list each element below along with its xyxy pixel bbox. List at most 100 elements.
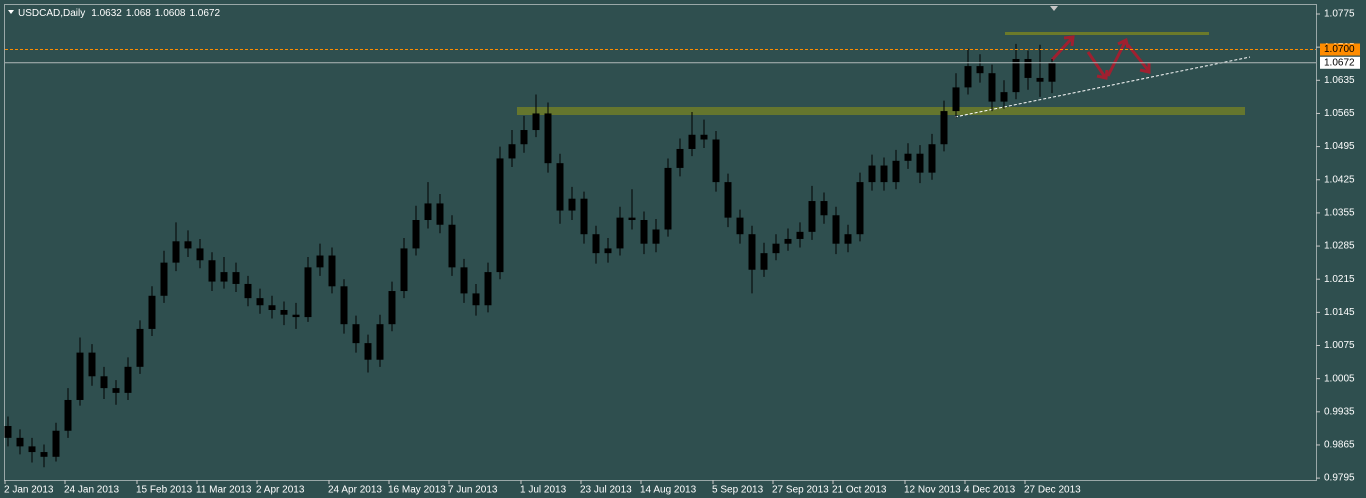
candle-body xyxy=(484,272,492,306)
candles xyxy=(4,43,1056,468)
candle-body xyxy=(136,328,144,367)
y-tick-label: 1.0775 xyxy=(1324,9,1355,20)
candle-body xyxy=(604,248,612,254)
candle-body xyxy=(16,437,24,447)
candle-body xyxy=(880,165,888,183)
candle-body xyxy=(1048,62,1056,82)
y-tick-label: 0.9865 xyxy=(1324,440,1355,451)
candle-body xyxy=(148,295,156,329)
candle-body xyxy=(388,291,396,325)
candle-body xyxy=(1024,58,1032,78)
candle-body xyxy=(196,248,204,261)
candle-body xyxy=(868,165,876,183)
candle-body xyxy=(328,255,336,287)
high-value: 1.068 xyxy=(126,8,151,19)
candle-body xyxy=(688,134,696,149)
candle-body xyxy=(508,144,516,159)
x-tick-label: 2 Jan 2013 xyxy=(4,485,54,496)
candle-body xyxy=(676,148,684,168)
candle-body xyxy=(820,201,828,216)
x-tick-label: 12 Nov 2013 xyxy=(904,485,961,496)
y-tick-label: 1.0005 xyxy=(1324,373,1355,384)
x-tick-label: 27 Dec 2013 xyxy=(1024,485,1081,496)
candle-body xyxy=(544,113,552,164)
candle-body xyxy=(940,111,948,145)
candle-body xyxy=(172,241,180,263)
y-tick-label: 0.9795 xyxy=(1324,473,1355,484)
candle-body xyxy=(340,286,348,325)
y-tick-label: 1.0145 xyxy=(1324,307,1355,318)
candle-body xyxy=(100,376,108,389)
candle-body xyxy=(532,113,540,131)
candle-body xyxy=(400,248,408,292)
candle-body xyxy=(232,272,240,284)
forecast-arrows xyxy=(1050,35,1151,80)
open-value: 1.0632 xyxy=(91,8,122,19)
y-tick-label: 1.0285 xyxy=(1324,241,1355,252)
candle-body xyxy=(700,134,708,140)
support-zone xyxy=(517,107,1245,115)
candle-body xyxy=(460,267,468,294)
y-tick-label: 1.0215 xyxy=(1324,274,1355,285)
y-tick-label: 0.9935 xyxy=(1324,406,1355,417)
candle-body xyxy=(796,231,804,239)
candle-body xyxy=(1036,77,1044,82)
candle-body xyxy=(244,283,252,299)
candle-body xyxy=(1000,92,1008,102)
candle-body xyxy=(436,203,444,225)
y-tick-label: 1.0565 xyxy=(1324,108,1355,119)
candle-body xyxy=(520,130,528,145)
y-tick-label: 1.0495 xyxy=(1324,141,1355,152)
x-tick-label: 27 Sep 2013 xyxy=(772,485,829,496)
candle-body xyxy=(580,198,588,235)
level-label: 1.0700 xyxy=(1324,44,1355,55)
candle-body xyxy=(52,430,60,457)
candle-body xyxy=(592,234,600,254)
header: USDCAD,Daily 1.0632 1.068 1.0608 1.0672 xyxy=(18,8,220,19)
x-tick-label: 5 Sep 2013 xyxy=(712,485,764,496)
candle-body xyxy=(904,153,912,161)
resistance-zone xyxy=(1005,32,1209,35)
candle-body xyxy=(964,66,972,88)
candle-body xyxy=(316,255,324,268)
candle-body xyxy=(256,298,264,306)
x-tick-label: 1 Jul 2013 xyxy=(520,485,567,496)
candle-body xyxy=(856,182,864,235)
x-tick-label: 15 Feb 2013 xyxy=(136,485,193,496)
candle-body xyxy=(40,452,48,457)
candle-body xyxy=(160,262,168,296)
x-tick-label: 7 Jun 2013 xyxy=(448,485,498,496)
candle-body xyxy=(916,153,924,173)
candle-body xyxy=(472,293,480,306)
candle-body xyxy=(760,253,768,270)
candle-body xyxy=(988,73,996,102)
close-value: 1.0672 xyxy=(189,8,220,19)
candle-body xyxy=(640,220,648,244)
x-tick-label: 23 Jul 2013 xyxy=(580,485,632,496)
x-tick-label: 24 Jan 2013 xyxy=(64,485,119,496)
candle-body xyxy=(376,324,384,360)
candle-body xyxy=(496,158,504,273)
candle-body xyxy=(292,314,300,318)
candle-body xyxy=(220,272,228,282)
candle-body xyxy=(652,229,660,244)
y-tick-label: 1.0635 xyxy=(1324,75,1355,86)
candle-body xyxy=(304,267,312,318)
candle-body xyxy=(364,343,372,360)
x-tick-label: 4 Dec 2013 xyxy=(964,485,1016,496)
y-tick-label: 1.0355 xyxy=(1324,208,1355,219)
candle-body xyxy=(844,234,852,244)
candle-body xyxy=(76,352,84,400)
x-tick-label: 2 Apr 2013 xyxy=(256,485,305,496)
candle-body xyxy=(124,366,132,393)
candle-body xyxy=(280,309,288,315)
candle-body xyxy=(28,446,36,453)
candle-body xyxy=(268,305,276,310)
symbol: USDCAD,Daily xyxy=(18,8,85,19)
candle-body xyxy=(424,203,432,221)
candle-body xyxy=(412,220,420,249)
low-value: 1.0608 xyxy=(155,8,186,19)
